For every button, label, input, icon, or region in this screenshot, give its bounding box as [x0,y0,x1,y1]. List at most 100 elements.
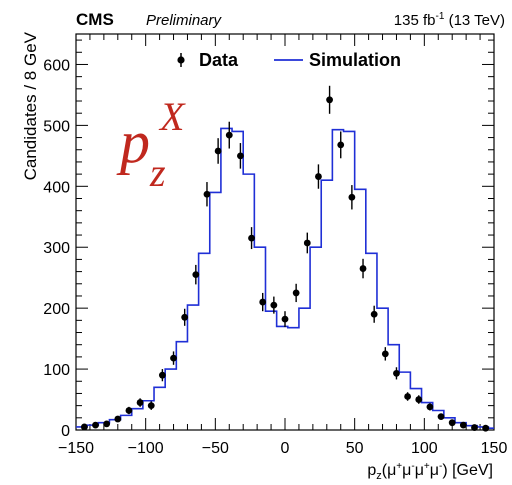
data-marker [348,193,356,201]
data-point [248,227,255,250]
data-marker [136,399,144,406]
data-point [303,232,311,254]
data-marker [404,393,412,400]
x-tick-label: −50 [202,440,229,457]
data-point [237,143,244,169]
data-point [203,182,211,207]
data-marker [181,313,189,321]
data-marker [448,419,456,427]
data-point [459,421,467,429]
data-marker [359,265,367,272]
data-point [103,420,111,428]
data-marker [326,96,333,104]
data-marker [203,190,211,198]
data-marker [92,421,99,429]
data-point [404,392,412,401]
data-point [426,403,434,411]
axis-ticks [75,34,495,431]
y-tick-label: 100 [43,362,70,379]
y-axis-label: Candidates / 8 GeV [21,31,40,180]
data-marker [80,423,88,431]
data-marker [125,407,133,414]
data-marker [170,354,177,362]
y-tick-labels: 0 100 200 300 400 500 600 [43,57,70,440]
data-points [80,85,490,432]
data-point [214,138,222,164]
y-tick-label: 500 [43,118,70,135]
data-point [114,415,122,423]
data-point [80,423,88,431]
data-marker [315,173,322,180]
data-marker [281,315,289,323]
data-marker [147,402,155,410]
data-point [437,413,445,420]
data-point [181,308,189,326]
data-point [158,369,166,382]
data-point [393,367,400,380]
data-marker [270,301,278,309]
data-point [92,421,99,429]
data-marker [192,271,200,279]
data-marker [415,396,423,403]
data-point [125,406,133,415]
data-marker [248,234,255,242]
x-axis-label: pz(μ+μ-μ+μ-) [GeV] [367,461,493,482]
data-point [348,185,356,210]
data-point [482,424,490,432]
data-point [292,283,300,303]
data-marker [292,289,300,297]
data-point [270,296,278,314]
data-marker [114,415,122,423]
data-point [136,398,144,407]
data-marker [393,369,400,377]
x-tick-labels: −150 −100 −50 0 50 100 150 [58,440,507,457]
data-marker [337,141,345,149]
legend-simulation-label: Simulation [309,50,401,70]
data-marker [103,420,111,428]
status-label: Preliminary [146,12,223,29]
x-tick-label: 150 [481,440,508,457]
data-point [281,311,289,328]
data-marker [158,371,166,379]
data-point [326,85,333,114]
x-tick-label: −100 [128,440,164,457]
simulation-histogram [76,127,494,429]
legend-data-marker [177,56,185,64]
data-point [170,351,177,365]
data-marker [459,421,467,429]
y-tick-label: 600 [43,57,70,74]
experiment-label: CMS [76,10,114,29]
data-marker [381,350,389,358]
data-point [471,424,478,431]
data-marker [237,152,244,160]
data-point [225,121,233,149]
annotation-subscript: z [149,150,166,195]
legend-data-label: Data [199,50,239,70]
data-point [448,419,456,427]
plot-frame [75,33,495,431]
data-marker [370,310,378,318]
data-point [147,401,155,410]
x-tick-label: 100 [411,440,438,457]
data-marker [225,131,233,139]
data-marker [426,403,434,411]
data-point [381,347,389,361]
data-point [315,164,322,189]
data-point [337,131,345,159]
data-marker [437,413,445,420]
y-tick-label: 400 [43,179,70,196]
x-tick-label: −150 [58,440,94,457]
x-tick-label: 0 [281,440,290,457]
data-marker [259,298,267,306]
data-marker [471,424,478,431]
legend: Data Simulation [177,50,401,70]
data-point [370,305,378,323]
data-point [259,292,267,312]
pz-annotation: p z X [116,94,186,195]
data-marker [214,147,222,155]
y-tick-label: 0 [61,423,70,440]
data-marker [482,424,490,432]
data-point [415,395,423,404]
x-tick-label: 50 [346,440,364,457]
